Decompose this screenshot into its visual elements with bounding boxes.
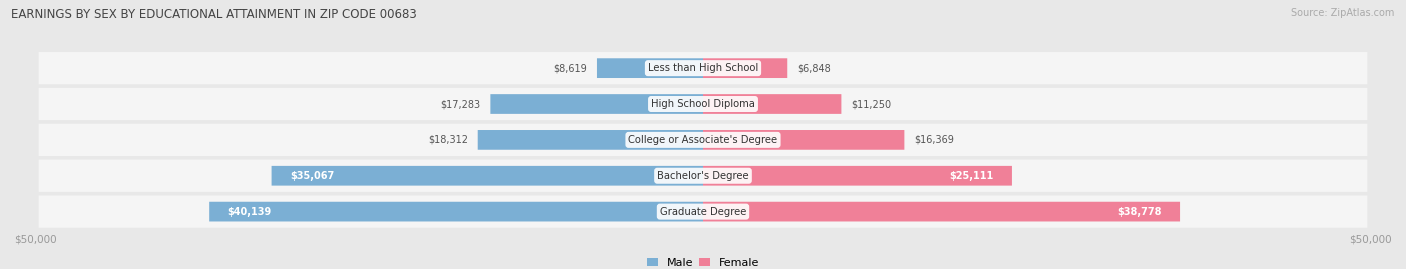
FancyBboxPatch shape — [38, 88, 1367, 120]
FancyBboxPatch shape — [38, 124, 1367, 156]
Text: $6,848: $6,848 — [797, 63, 831, 73]
FancyBboxPatch shape — [703, 202, 1180, 221]
Text: Graduate Degree: Graduate Degree — [659, 207, 747, 217]
FancyBboxPatch shape — [38, 196, 1367, 228]
Text: EARNINGS BY SEX BY EDUCATIONAL ATTAINMENT IN ZIP CODE 00683: EARNINGS BY SEX BY EDUCATIONAL ATTAINMEN… — [11, 8, 418, 21]
FancyBboxPatch shape — [703, 94, 841, 114]
Text: High School Diploma: High School Diploma — [651, 99, 755, 109]
FancyBboxPatch shape — [209, 202, 703, 221]
Text: $50,000: $50,000 — [1350, 235, 1392, 245]
FancyBboxPatch shape — [271, 166, 703, 186]
Text: $8,619: $8,619 — [554, 63, 588, 73]
Text: $18,312: $18,312 — [427, 135, 468, 145]
Text: $17,283: $17,283 — [440, 99, 481, 109]
FancyBboxPatch shape — [478, 130, 703, 150]
Text: Source: ZipAtlas.com: Source: ZipAtlas.com — [1291, 8, 1395, 18]
FancyBboxPatch shape — [491, 94, 703, 114]
FancyBboxPatch shape — [598, 58, 703, 78]
FancyBboxPatch shape — [703, 130, 904, 150]
Legend: Male, Female: Male, Female — [643, 254, 763, 269]
FancyBboxPatch shape — [703, 58, 787, 78]
Text: Bachelor's Degree: Bachelor's Degree — [657, 171, 749, 181]
Text: $50,000: $50,000 — [14, 235, 56, 245]
Text: $40,139: $40,139 — [228, 207, 271, 217]
Text: $38,778: $38,778 — [1118, 207, 1161, 217]
Text: $25,111: $25,111 — [949, 171, 994, 181]
FancyBboxPatch shape — [38, 52, 1367, 84]
Text: $16,369: $16,369 — [914, 135, 955, 145]
FancyBboxPatch shape — [38, 160, 1367, 192]
Text: $35,067: $35,067 — [290, 171, 335, 181]
Text: College or Associate's Degree: College or Associate's Degree — [628, 135, 778, 145]
Text: $11,250: $11,250 — [851, 99, 891, 109]
Text: Less than High School: Less than High School — [648, 63, 758, 73]
FancyBboxPatch shape — [703, 166, 1012, 186]
